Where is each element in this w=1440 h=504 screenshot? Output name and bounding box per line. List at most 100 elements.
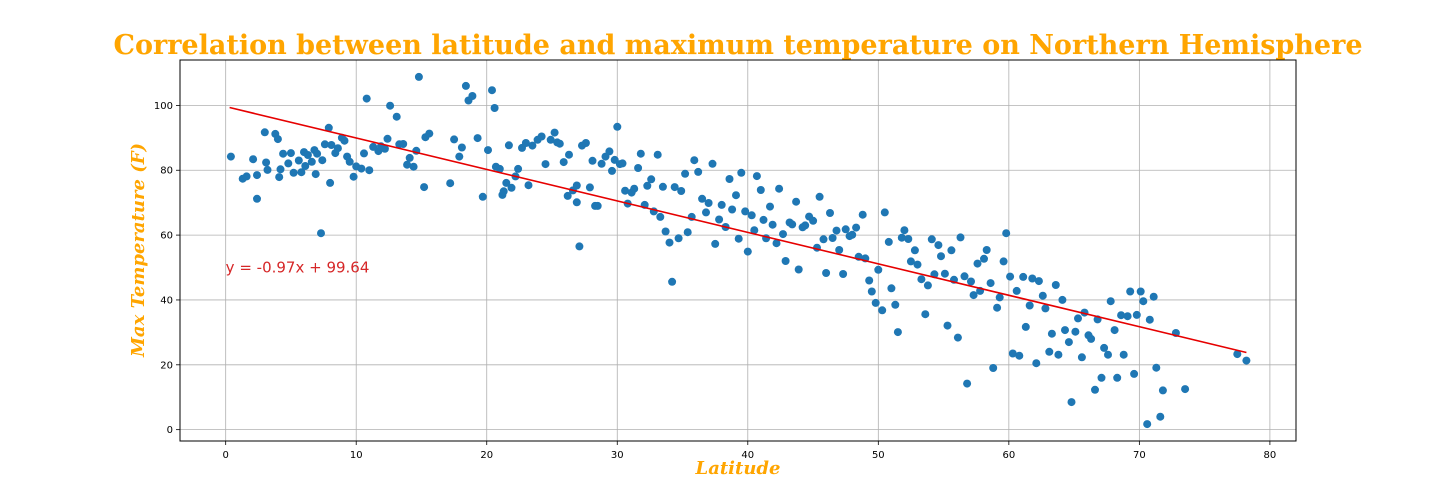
data-point xyxy=(781,257,790,265)
data-point xyxy=(690,156,699,165)
data-point xyxy=(572,198,581,207)
data-point xyxy=(301,162,310,170)
data-point xyxy=(653,150,662,159)
data-point xyxy=(1119,350,1128,359)
data-point xyxy=(521,139,530,147)
data-point xyxy=(668,277,677,286)
data-point xyxy=(839,270,848,278)
data-point xyxy=(307,157,316,166)
y-tick-label: 40 xyxy=(160,295,173,306)
data-point xyxy=(565,150,573,159)
data-point xyxy=(747,211,756,220)
data-point xyxy=(555,139,564,148)
data-point xyxy=(715,215,724,224)
data-point xyxy=(658,182,667,191)
data-point xyxy=(414,72,423,81)
data-point xyxy=(927,235,936,244)
data-point xyxy=(893,328,902,337)
data-point xyxy=(858,210,867,219)
data-point xyxy=(333,144,342,153)
x-tick-label: 20 xyxy=(480,450,493,461)
data-point xyxy=(457,143,466,152)
data-point xyxy=(468,92,477,100)
data-point xyxy=(340,136,349,145)
data-point xyxy=(273,135,282,144)
data-point xyxy=(275,173,284,182)
x-tick-label: 0 xyxy=(222,450,228,461)
data-point xyxy=(1021,322,1030,331)
x-tick-label: 80 xyxy=(1264,450,1277,461)
data-point xyxy=(1152,363,1161,372)
data-point xyxy=(524,181,533,190)
data-point xyxy=(1028,274,1037,283)
data-point xyxy=(1097,373,1106,382)
y-axis-ticks: 0 20 40 60 80 100 xyxy=(154,101,180,436)
data-point xyxy=(1006,272,1015,281)
y-tick-label: 80 xyxy=(160,166,173,177)
data-point xyxy=(772,239,781,248)
data-point xyxy=(743,247,752,256)
y-tick-label: 60 xyxy=(160,231,173,242)
data-point xyxy=(618,159,627,168)
data-point xyxy=(242,172,251,181)
data-point xyxy=(563,191,572,200)
data-point xyxy=(502,178,511,187)
data-point xyxy=(380,144,389,153)
data-point xyxy=(1074,314,1082,323)
data-point xyxy=(581,139,590,147)
data-point xyxy=(874,265,883,274)
data-point xyxy=(737,168,746,177)
data-point xyxy=(741,207,750,216)
x-axis-ticks: 0 10 20 30 40 50 60 70 80 xyxy=(222,441,1276,461)
data-point xyxy=(585,183,594,192)
data-point xyxy=(969,291,978,300)
data-point xyxy=(822,269,831,277)
data-point xyxy=(311,170,320,179)
data-point xyxy=(313,149,322,158)
y-tick-label: 20 xyxy=(160,360,173,371)
data-point xyxy=(1015,351,1024,360)
data-point xyxy=(815,192,824,201)
data-point xyxy=(980,254,988,263)
data-point xyxy=(1149,292,1158,301)
data-point xyxy=(1113,373,1122,382)
plot-area-frame xyxy=(179,59,1297,442)
y-tick-label: 100 xyxy=(154,101,173,112)
data-point xyxy=(702,208,710,217)
data-point xyxy=(318,156,327,165)
data-point xyxy=(947,246,956,255)
data-point xyxy=(1242,356,1251,365)
data-point xyxy=(608,166,616,175)
data-point xyxy=(303,151,312,159)
data-point xyxy=(963,379,972,388)
data-point xyxy=(575,242,584,251)
data-point xyxy=(826,209,834,217)
regression-line-group xyxy=(229,106,1247,354)
data-point xyxy=(1025,301,1034,310)
data-point xyxy=(588,156,597,165)
data-point xyxy=(1126,287,1135,296)
data-point xyxy=(1158,386,1167,395)
data-point xyxy=(1100,343,1109,352)
data-point xyxy=(446,179,455,188)
data-point xyxy=(499,187,508,196)
data-point xyxy=(260,128,269,137)
data-point xyxy=(253,171,261,180)
data-point xyxy=(1064,338,1073,347)
data-point xyxy=(597,159,606,168)
data-point xyxy=(1139,297,1148,306)
data-point xyxy=(504,141,513,150)
data-point xyxy=(921,310,930,319)
data-point xyxy=(717,200,726,209)
data-point xyxy=(750,226,759,235)
data-point xyxy=(1012,286,1021,295)
data-point xyxy=(670,183,679,192)
chart-title: Correlation between latitude and maximum… xyxy=(113,30,1362,61)
data-point xyxy=(835,246,844,254)
data-point xyxy=(559,158,568,167)
data-point xyxy=(1008,349,1017,358)
data-point xyxy=(708,159,717,168)
data-point xyxy=(848,230,857,239)
data-point xyxy=(661,227,670,236)
data-point xyxy=(409,162,418,171)
